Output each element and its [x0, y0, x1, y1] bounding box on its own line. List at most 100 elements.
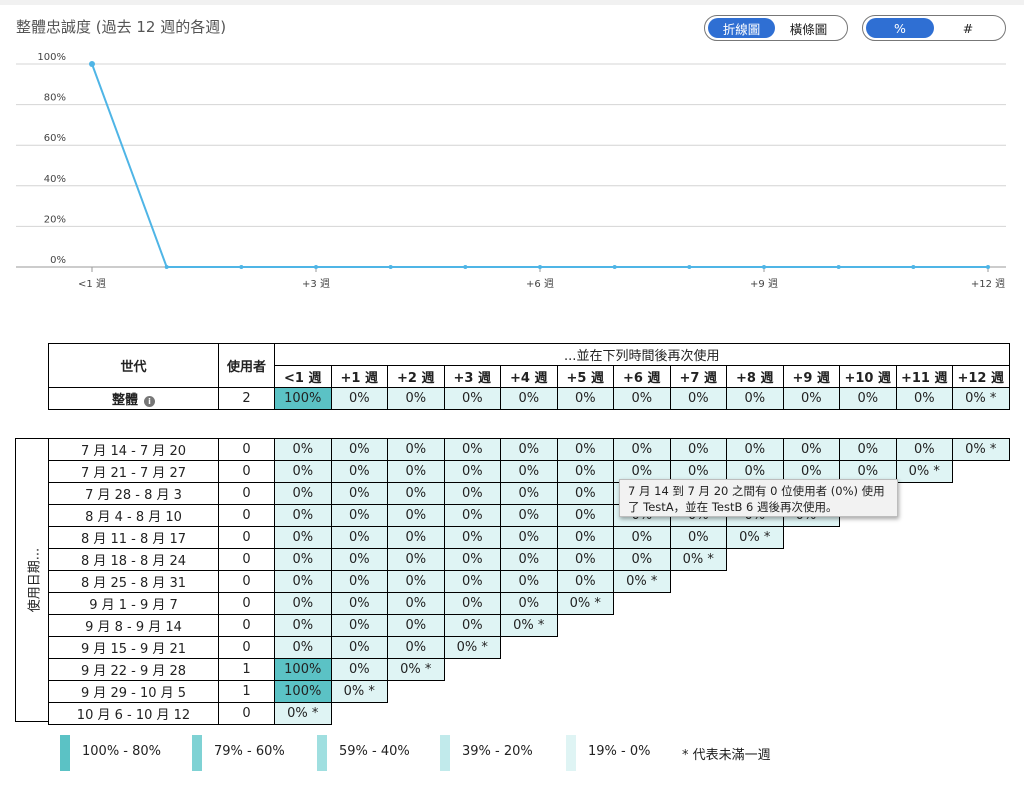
overall-cell[interactable]: 100%	[274, 387, 332, 410]
cohort-cell[interactable]: 0%	[330, 658, 388, 681]
cohort-cell[interactable]: 0%	[556, 548, 614, 571]
cohort-cell[interactable]: 0%	[330, 526, 388, 549]
cohort-cell[interactable]: 0%	[895, 438, 953, 461]
cohort-cell[interactable]: 0%	[556, 460, 614, 483]
cohort-cell[interactable]: 0%	[613, 548, 671, 571]
cohort-cell[interactable]: 0%	[556, 504, 614, 527]
cohort-cell[interactable]: 0%	[387, 438, 445, 461]
cohort-cell[interactable]: 0%	[330, 636, 388, 659]
overall-cell[interactable]: 0%	[556, 387, 614, 410]
count-option[interactable]: #	[962, 20, 974, 36]
cohort-cell[interactable]: 0%	[387, 526, 445, 549]
cohort-cell[interactable]: 0%	[669, 438, 727, 461]
cohort-cell[interactable]: 0%	[500, 592, 558, 615]
cohort-cell[interactable]: 0%	[556, 438, 614, 461]
overall-cell[interactable]: 0%	[669, 387, 727, 410]
cohort-cell[interactable]: 0%	[330, 592, 388, 615]
cohort-cell[interactable]: 0%	[387, 504, 445, 527]
cohort-cell[interactable]: 0%	[387, 570, 445, 593]
overall-cell[interactable]: 0% *	[952, 387, 1010, 410]
cohort-cell[interactable]: 0%	[839, 460, 897, 483]
cohort-cell[interactable]: 0% *	[952, 438, 1010, 461]
cohort-cell[interactable]: 0%	[443, 526, 501, 549]
cohort-cell[interactable]: 0%	[500, 482, 558, 505]
cohort-cell[interactable]: 0% *	[726, 526, 784, 549]
cohort-cell[interactable]: 0%	[330, 570, 388, 593]
cohort-cell[interactable]: 0%	[500, 570, 558, 593]
cohort-cell[interactable]: 0%	[500, 548, 558, 571]
overall-cell[interactable]: 0%	[895, 387, 953, 410]
cohort-cell[interactable]: 0%	[669, 526, 727, 549]
cohort-cell[interactable]: 0%	[330, 548, 388, 571]
cohort-cell[interactable]: 0%	[387, 548, 445, 571]
cohort-cell[interactable]: 0%	[330, 460, 388, 483]
cohort-cell[interactable]: 0%	[274, 482, 332, 505]
cohort-cell[interactable]: 100%	[274, 680, 332, 703]
cohort-cell[interactable]: 0%	[274, 438, 332, 461]
cohort-cell[interactable]: 0% *	[500, 614, 558, 637]
cohort-cell[interactable]: 0%	[330, 438, 388, 461]
chart-type-toggle[interactable]: 折線圖 橫條圖	[704, 15, 848, 41]
cohort-cell[interactable]: 0%	[726, 460, 784, 483]
percent-option[interactable]: %	[866, 18, 934, 38]
cohort-cell[interactable]: 0%	[274, 504, 332, 527]
cohort-cell[interactable]: 0% *	[669, 548, 727, 571]
overall-cell[interactable]: 0%	[839, 387, 897, 410]
cohort-cell[interactable]: 0%	[556, 526, 614, 549]
cohort-cell[interactable]: 0%	[613, 526, 671, 549]
cohort-cell[interactable]: 0%	[274, 570, 332, 593]
overall-cell[interactable]: 0%	[613, 387, 671, 410]
cohort-cell[interactable]: 0%	[387, 592, 445, 615]
cohort-cell[interactable]: 0%	[782, 438, 840, 461]
cohort-cell[interactable]: 0%	[274, 636, 332, 659]
cohort-cell[interactable]: 0%	[443, 460, 501, 483]
cohort-cell[interactable]: 0% *	[613, 570, 671, 593]
overall-cell[interactable]: 0%	[726, 387, 784, 410]
cohort-cell[interactable]: 0%	[443, 548, 501, 571]
cohort-cell[interactable]: 0%	[387, 482, 445, 505]
cohort-cell[interactable]: 0% *	[330, 680, 388, 703]
cohort-cell[interactable]: 0%	[443, 438, 501, 461]
cohort-cell[interactable]: 0%	[274, 548, 332, 571]
cohort-cell[interactable]: 0% *	[556, 592, 614, 615]
cohort-cell[interactable]: 100%	[274, 658, 332, 681]
info-icon[interactable]: i	[144, 396, 155, 407]
cohort-cell[interactable]: 0%	[500, 504, 558, 527]
cohort-cell[interactable]: 0%	[330, 482, 388, 505]
cohort-cell[interactable]: 0%	[387, 460, 445, 483]
overall-cell[interactable]: 0%	[443, 387, 501, 410]
cohort-cell[interactable]: 0%	[443, 482, 501, 505]
cohort-cell[interactable]: 0%	[556, 570, 614, 593]
cohort-cell[interactable]: 0%	[782, 460, 840, 483]
cohort-cell[interactable]: 0%	[443, 570, 501, 593]
cohort-cell[interactable]: 0%	[613, 460, 671, 483]
overall-cell[interactable]: 0%	[387, 387, 445, 410]
cohort-cell[interactable]: 0%	[443, 504, 501, 527]
bar-chart-option[interactable]: 橫條圖	[789, 21, 828, 37]
cohort-cell[interactable]: 0%	[443, 614, 501, 637]
cohort-cell[interactable]: 0%	[274, 592, 332, 615]
cohort-cell[interactable]: 0%	[726, 438, 784, 461]
overall-cell[interactable]: 0%	[330, 387, 388, 410]
cohort-cell[interactable]: 0%	[500, 438, 558, 461]
cohort-cell[interactable]: 0%	[274, 526, 332, 549]
overall-cell[interactable]: 0%	[500, 387, 558, 410]
cohort-cell[interactable]: 0% *	[274, 702, 332, 725]
cohort-cell[interactable]: 0%	[556, 482, 614, 505]
cohort-cell[interactable]: 0%	[274, 460, 332, 483]
cohort-cell[interactable]: 0%	[613, 438, 671, 461]
cohort-cell[interactable]: 0%	[839, 438, 897, 461]
cohort-cell[interactable]: 0%	[387, 636, 445, 659]
unit-toggle[interactable]: % #	[862, 15, 1006, 41]
cohort-cell[interactable]: 0% *	[895, 460, 953, 483]
cohort-cell[interactable]: 0% *	[387, 658, 445, 681]
cohort-cell[interactable]: 0%	[443, 592, 501, 615]
cohort-cell[interactable]: 0%	[274, 614, 332, 637]
cohort-cell[interactable]: 0% *	[443, 636, 501, 659]
cohort-cell[interactable]: 0%	[669, 460, 727, 483]
cohort-cell[interactable]: 0%	[500, 460, 558, 483]
cohort-cell[interactable]: 0%	[330, 504, 388, 527]
cohort-cell[interactable]: 0%	[500, 526, 558, 549]
cohort-cell[interactable]: 0%	[387, 614, 445, 637]
cohort-cell[interactable]: 0%	[330, 614, 388, 637]
